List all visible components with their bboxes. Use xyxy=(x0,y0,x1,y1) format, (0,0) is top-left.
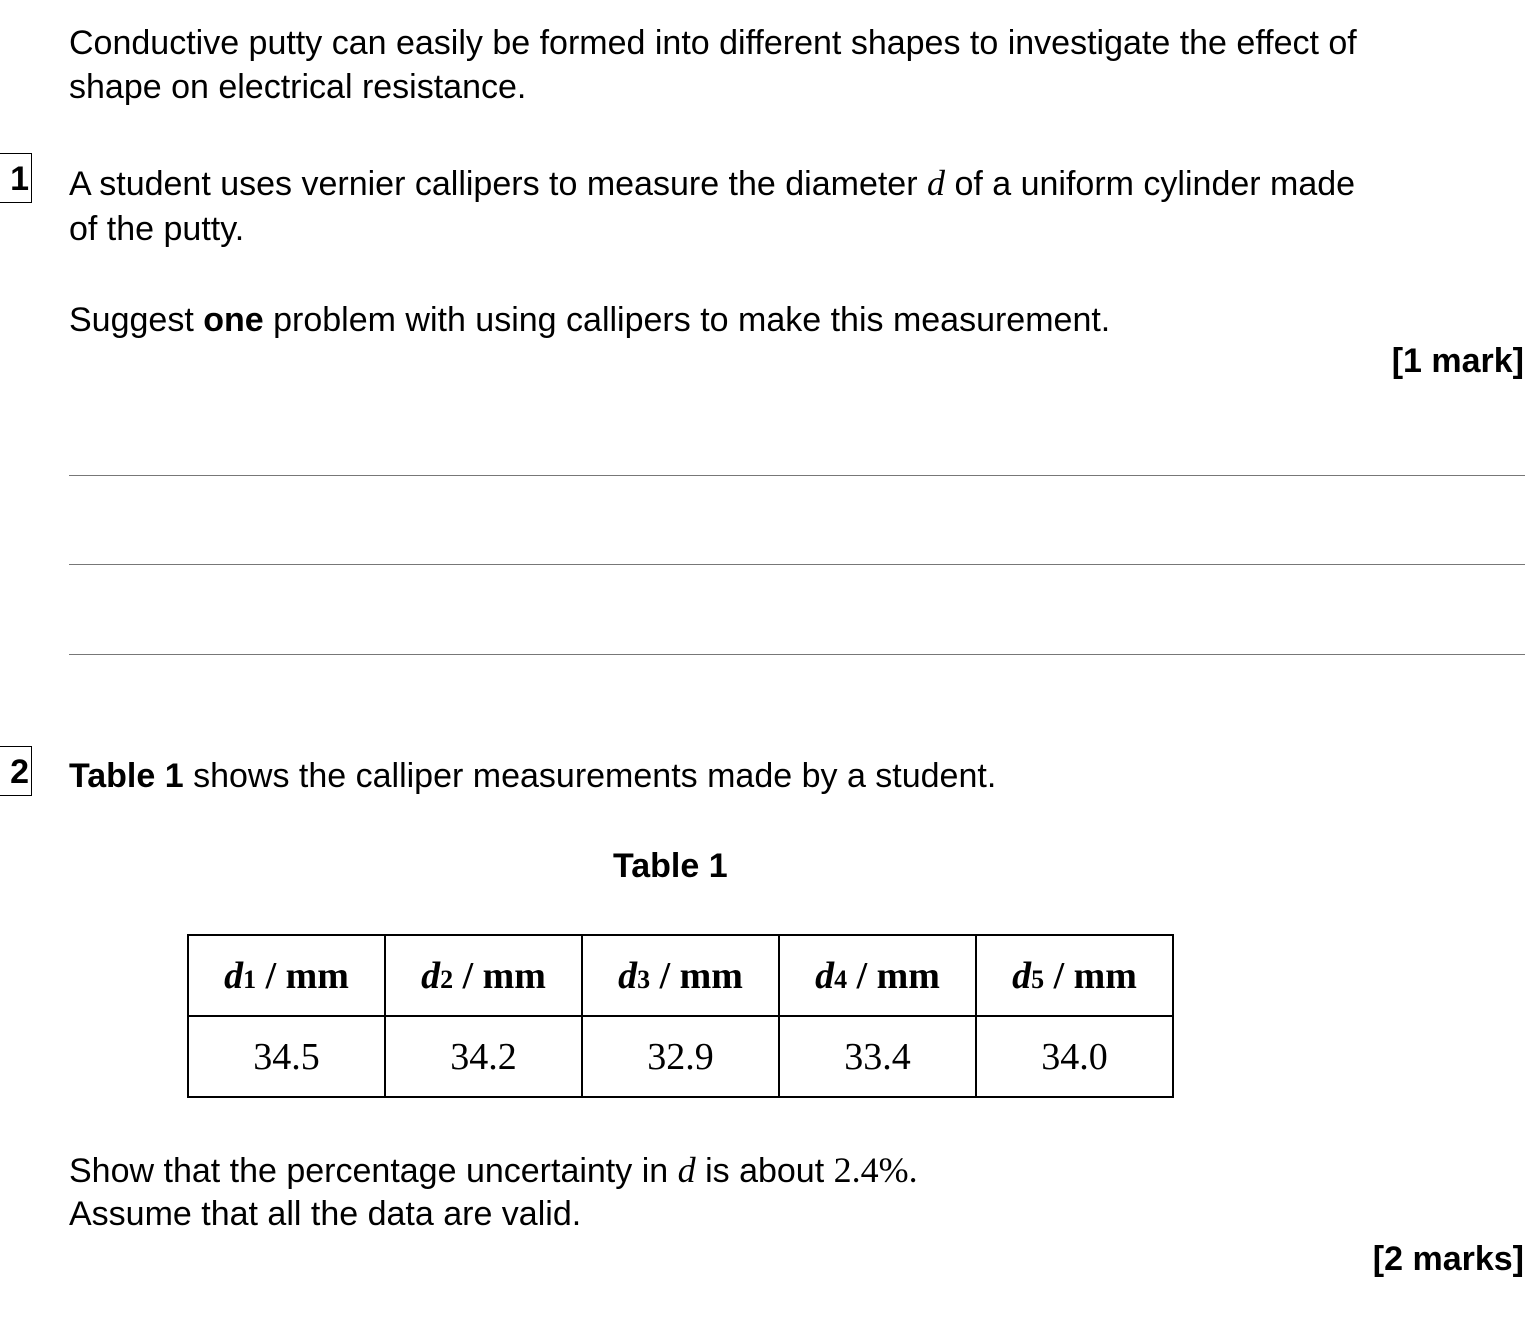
measurements-table: d1 / mm d2 / mm d3 / mm d4 / mm d5 / mm … xyxy=(187,934,1174,1098)
cell-d4: 33.4 xyxy=(778,1015,977,1098)
q1-marks: [1 mark] xyxy=(1391,342,1524,380)
table-header-row: d1 / mm d2 / mm d3 / mm d4 / mm d5 / mm xyxy=(187,934,1174,1017)
q2-assume: Assume that all the data are valid. xyxy=(69,1195,582,1233)
intro-line-2: shape on electrical resistance. xyxy=(69,68,527,106)
header-d3: d3 / mm xyxy=(581,934,780,1017)
q1-prompt: Suggest one problem with using callipers… xyxy=(69,301,1111,339)
header-d5: d5 / mm xyxy=(975,934,1174,1017)
cell-d1: 34.5 xyxy=(187,1015,386,1098)
cell-d3: 32.9 xyxy=(581,1015,780,1098)
table-row: 34.5 34.2 32.9 33.4 34.0 xyxy=(187,1015,1174,1098)
cell-d5: 34.0 xyxy=(975,1015,1174,1098)
header-d1: d1 / mm xyxy=(187,934,386,1017)
header-d2: d2 / mm xyxy=(384,934,583,1017)
answer-line[interactable] xyxy=(69,654,1525,655)
q2-intro: Table 1 shows the calliper measurements … xyxy=(69,757,997,795)
table-title: Table 1 xyxy=(613,847,728,885)
q1-line-2: of the putty. xyxy=(69,210,245,248)
answer-line[interactable] xyxy=(69,564,1525,565)
intro-line-1: Conductive putty can easily be formed in… xyxy=(69,24,1357,62)
q2-marks: [2 marks] xyxy=(1372,1240,1524,1278)
answer-line[interactable] xyxy=(69,475,1525,476)
cell-d2: 34.2 xyxy=(384,1015,583,1098)
header-d4: d4 / mm xyxy=(778,934,977,1017)
question-number-2: 2 xyxy=(0,746,32,796)
q2-show-that: Show that the percentage uncertainty in … xyxy=(69,1150,918,1190)
question-number-1: 1 xyxy=(0,153,32,203)
q1-line-1: A student uses vernier callipers to meas… xyxy=(69,163,1356,203)
